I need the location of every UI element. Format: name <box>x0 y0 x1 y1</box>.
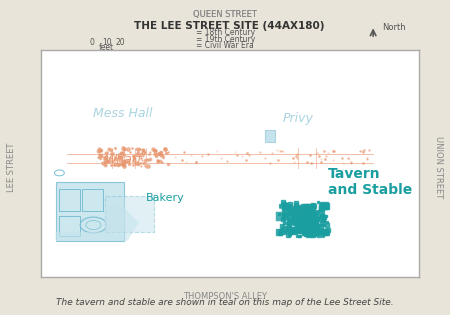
Text: 20: 20 <box>115 38 125 47</box>
Bar <box>184 31 194 35</box>
Bar <box>302 223 324 234</box>
Text: QUEEN STREET: QUEEN STREET <box>193 10 257 19</box>
Text: The tavern and stable are shown in teal on this map of the Lee Street Site.: The tavern and stable are shown in teal … <box>56 298 394 307</box>
Text: Mess Hall: Mess Hall <box>94 107 153 120</box>
Text: = 18th Century: = 18th Century <box>196 28 255 37</box>
Text: 10: 10 <box>102 38 112 47</box>
Bar <box>94 35 107 41</box>
Text: = 19th Century: = 19th Century <box>196 35 256 44</box>
Bar <box>59 216 80 236</box>
Bar <box>283 205 316 225</box>
Text: 0: 0 <box>89 38 94 47</box>
Text: QUEEN STREET: QUEEN STREET <box>193 10 257 19</box>
Bar <box>266 130 275 142</box>
Text: LEE STREET: LEE STREET <box>7 142 16 192</box>
Text: Bakery: Bakery <box>146 193 185 203</box>
Bar <box>275 211 286 220</box>
Text: North: North <box>382 23 406 32</box>
Bar <box>184 37 194 42</box>
Text: Tavern
and Stable: Tavern and Stable <box>328 167 412 197</box>
Bar <box>82 189 103 211</box>
Bar <box>105 196 154 232</box>
Text: Privy: Privy <box>283 112 313 125</box>
Bar <box>107 35 120 41</box>
Polygon shape <box>56 205 139 241</box>
Text: Wharf: Wharf <box>105 153 142 166</box>
Bar <box>59 189 80 211</box>
Bar <box>56 182 124 241</box>
Bar <box>184 43 194 48</box>
Text: feet: feet <box>99 43 114 52</box>
Text: THOMPSON'S ALLEY: THOMPSON'S ALLEY <box>183 292 267 301</box>
Text: = Civil War Era: = Civil War Era <box>196 41 254 50</box>
Text: UNION STREET: UNION STREET <box>434 136 443 198</box>
Text: THE LEE STREET SITE (44AX180): THE LEE STREET SITE (44AX180) <box>134 21 325 31</box>
